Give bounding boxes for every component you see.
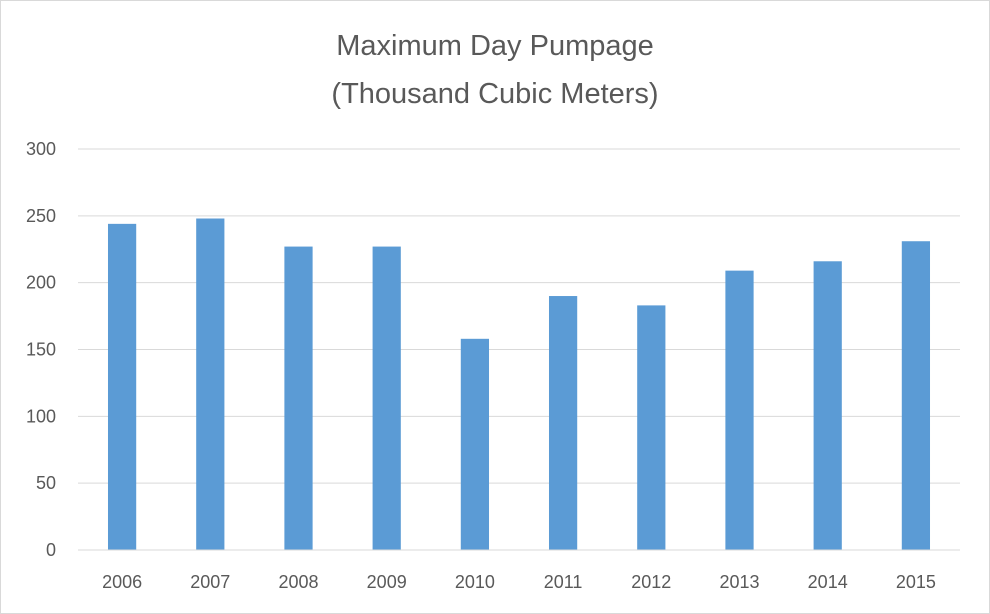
- y-tick-label: 150: [26, 340, 56, 360]
- gridlines: [78, 148, 960, 484]
- x-tick-label: 2008: [278, 572, 318, 592]
- bar-2011: [548, 296, 578, 550]
- x-tick-label: 2006: [102, 572, 142, 592]
- y-tick-label: 250: [26, 206, 56, 226]
- bar-2009: [372, 246, 401, 550]
- bar-2007: [196, 218, 225, 551]
- bar-2012: [637, 305, 666, 550]
- chart-subtitle: (Thousand Cubic Meters): [331, 78, 659, 110]
- y-tick-label: 0: [46, 540, 56, 560]
- x-tick-label: 2010: [455, 572, 495, 592]
- x-tick-label: 2013: [719, 572, 759, 592]
- bar-2006: [107, 223, 137, 550]
- x-tick-label: 2009: [367, 572, 407, 592]
- bar-2008: [284, 246, 313, 550]
- bar-2014: [813, 261, 842, 550]
- y-tick-label: 100: [26, 406, 56, 426]
- x-tick-label: 2011: [544, 572, 583, 592]
- y-axis-tick-labels: 0 50 100 150 200 250 300: [26, 139, 56, 560]
- x-tick-label: 2012: [631, 572, 671, 592]
- x-tick-label: 2007: [190, 572, 230, 592]
- y-tick-label: 200: [26, 273, 56, 293]
- chart-title: Maximum Day Pumpage: [336, 30, 654, 62]
- y-tick-label: 50: [36, 473, 56, 493]
- x-tick-label: 2014: [808, 572, 848, 592]
- bar-2015: [901, 241, 931, 551]
- x-axis-tick-labels: 2006 2007 2008 2009 2010 2011 2012 2013 2014 2015: [102, 572, 936, 592]
- bars: [107, 218, 931, 551]
- x-tick-label: 2015: [896, 572, 936, 592]
- bar-2013: [725, 270, 754, 550]
- y-tick-label: 300: [26, 139, 56, 159]
- bar-2010: [460, 338, 490, 550]
